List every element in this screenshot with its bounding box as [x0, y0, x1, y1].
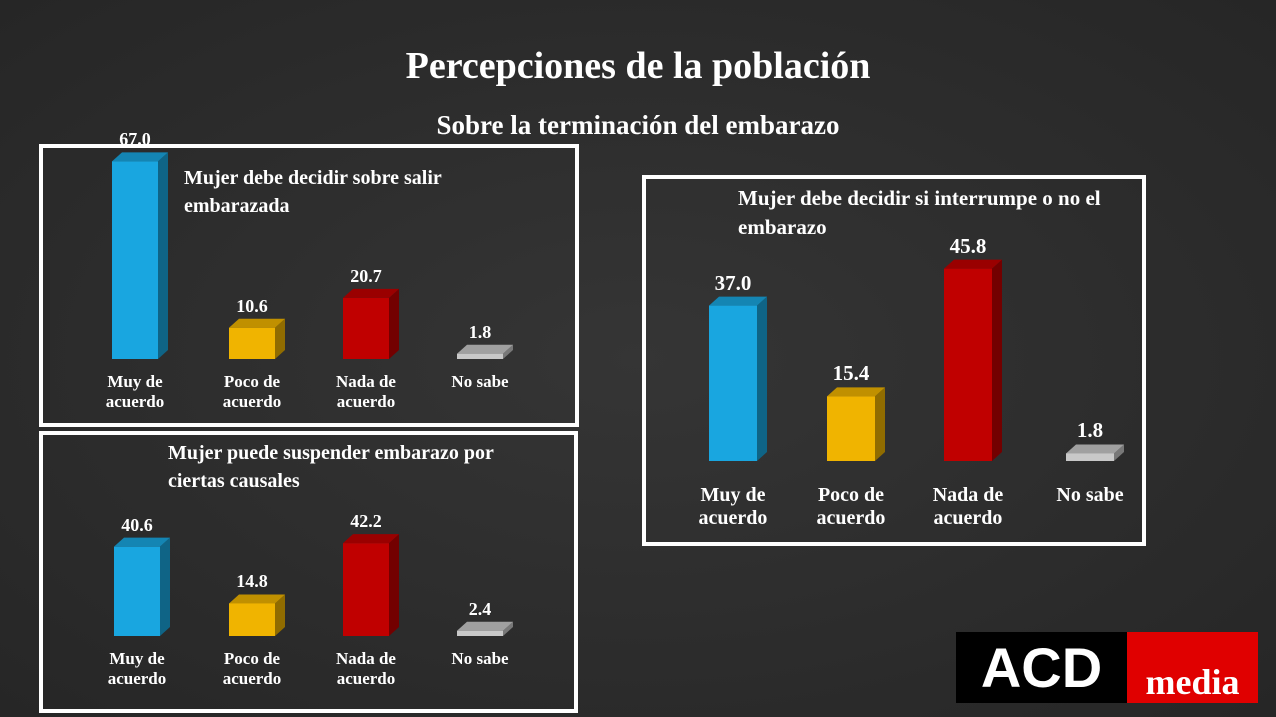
chart-title: Mujer puede suspender embarazo por ciert… — [168, 442, 494, 492]
bar-side — [875, 387, 885, 461]
value-label: 42.2 — [350, 511, 382, 532]
bar — [229, 327, 275, 359]
bar — [1066, 453, 1114, 461]
bar-side — [275, 594, 285, 636]
bar-side — [503, 344, 513, 359]
value-label: 10.6 — [236, 295, 268, 316]
category-label: Nada de acuerdo — [336, 649, 396, 688]
value-label: 2.4 — [468, 598, 492, 619]
bar-top — [229, 318, 285, 328]
bar — [112, 161, 158, 359]
logo-right: media — [1127, 632, 1258, 703]
bar-side — [389, 288, 399, 359]
bar-top — [112, 152, 168, 162]
value-label: 1.8 — [468, 321, 492, 342]
value-label: 20.7 — [350, 265, 382, 286]
slide-title: Percepciones de la población — [405, 45, 871, 87]
bar — [944, 268, 992, 461]
bar-top — [827, 387, 885, 397]
bar-top — [343, 288, 399, 298]
value-label: 15.4 — [832, 361, 870, 386]
slide-subtitle: Sobre la terminación del embarazo — [436, 110, 840, 140]
panel-border — [39, 144, 579, 427]
bar-side — [389, 534, 399, 636]
category-label: Muy de acuerdo — [107, 649, 167, 688]
value-label: 37.0 — [714, 270, 752, 295]
category-label: No sabe — [451, 372, 509, 391]
bar-side — [275, 318, 285, 359]
bar — [457, 353, 503, 359]
panel-border — [39, 431, 578, 713]
value-label: 1.8 — [1076, 418, 1104, 443]
bar — [114, 546, 160, 636]
bar-side — [503, 621, 513, 636]
category-label: Poco de acuerdo — [222, 372, 282, 411]
bar-top — [457, 344, 513, 354]
bar-top — [343, 534, 399, 544]
bar-side — [1114, 444, 1124, 461]
bar — [827, 396, 875, 461]
bar-top — [1066, 444, 1124, 454]
bar-side — [992, 259, 1002, 461]
bar — [457, 630, 503, 636]
category-label: Poco de acuerdo — [816, 484, 886, 529]
panel-border — [642, 175, 1146, 546]
bar — [709, 305, 757, 461]
bar — [343, 297, 389, 359]
category-label: Muy de acuerdo — [698, 484, 768, 529]
value-label: 67.0 — [119, 129, 151, 150]
bar-top — [709, 296, 767, 306]
bar-top — [229, 594, 285, 604]
value-label: 14.8 — [236, 571, 268, 592]
bar-top — [457, 621, 513, 631]
bar — [229, 603, 275, 636]
bar — [343, 543, 389, 636]
bar-side — [158, 152, 168, 359]
bar-side — [160, 537, 170, 636]
value-label: 45.8 — [949, 233, 987, 258]
value-label: 40.6 — [121, 514, 153, 535]
category-label: Poco de acuerdo — [222, 649, 282, 688]
bar-top — [944, 259, 1002, 269]
category-label: No sabe — [451, 649, 509, 668]
category-label: Nada de acuerdo — [932, 484, 1004, 529]
bar-side — [757, 296, 767, 461]
bar-top — [114, 537, 170, 547]
chart-title: Mujer debe decidir si interrumpe o no el… — [738, 186, 1101, 240]
logo-left: ACD — [956, 632, 1127, 703]
category-label: Muy de acuerdo — [105, 372, 165, 411]
category-label: No sabe — [1056, 484, 1124, 506]
category-label: Nada de acuerdo — [336, 372, 396, 411]
chart-title: Mujer debe decidir sobre salir embarazad… — [184, 167, 442, 217]
